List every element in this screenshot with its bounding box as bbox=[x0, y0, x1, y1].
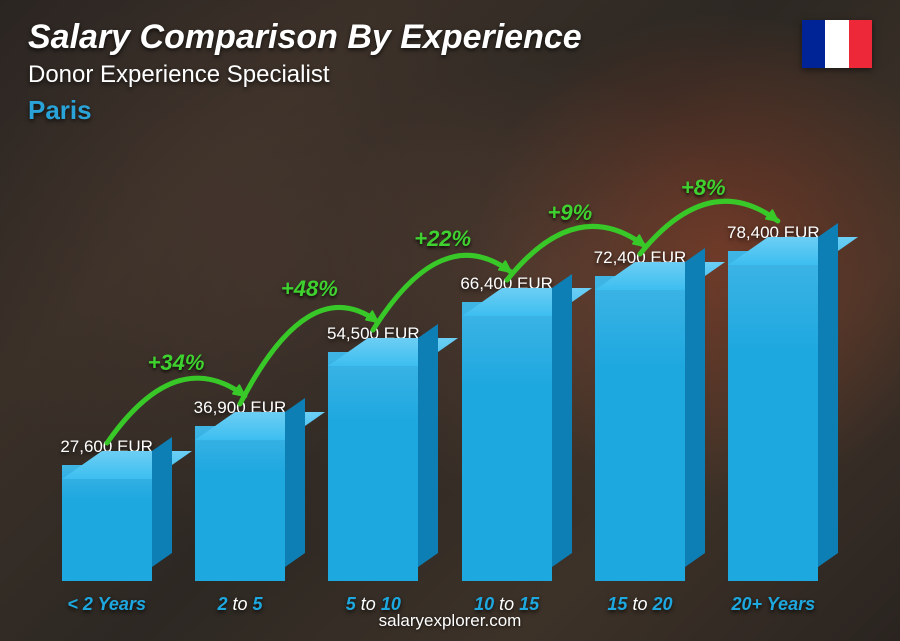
bar bbox=[462, 302, 552, 581]
flag-stripe-white bbox=[825, 20, 848, 68]
bar-group: 27,600 EUR< 2 Years bbox=[47, 437, 167, 581]
flag-stripe-blue bbox=[802, 20, 825, 68]
bar-front-face bbox=[462, 302, 552, 581]
title-block: Salary Comparison By Experience Donor Ex… bbox=[28, 18, 582, 126]
bar-side-face bbox=[552, 274, 572, 567]
chart-location: Paris bbox=[28, 95, 582, 126]
bar-side-face bbox=[818, 223, 838, 567]
bar-side-face bbox=[152, 437, 172, 567]
flag-france-icon bbox=[802, 20, 872, 68]
bar-front-face bbox=[195, 426, 285, 581]
bar-front-face bbox=[62, 465, 152, 581]
bar-front-face bbox=[728, 251, 818, 581]
bar bbox=[62, 465, 152, 581]
bar-side-face bbox=[685, 248, 705, 567]
bar bbox=[328, 352, 418, 581]
bar-group: 78,400 EUR20+ Years bbox=[713, 223, 833, 581]
bar-group: 54,500 EUR5 to 10 bbox=[313, 324, 433, 581]
chart-area: 27,600 EUR< 2 Years36,900 EUR2 to 554,50… bbox=[40, 161, 840, 581]
bar-group: 72,400 EUR15 to 20 bbox=[580, 248, 700, 581]
growth-pct-label: +34% bbox=[148, 350, 205, 376]
chart-title: Salary Comparison By Experience bbox=[28, 18, 582, 57]
bar-group: 36,900 EUR2 to 5 bbox=[180, 398, 300, 581]
bar-front-face bbox=[595, 276, 685, 581]
bar bbox=[595, 276, 685, 581]
growth-pct-label: +9% bbox=[548, 200, 593, 226]
bar-front-face bbox=[328, 352, 418, 581]
chart-canvas: Salary Comparison By Experience Donor Ex… bbox=[0, 0, 900, 641]
growth-pct-label: +48% bbox=[281, 276, 338, 302]
bar bbox=[728, 251, 818, 581]
growth-pct-label: +22% bbox=[414, 226, 471, 252]
bar-side-face bbox=[285, 398, 305, 567]
flag-stripe-red bbox=[849, 20, 872, 68]
growth-pct-label: +8% bbox=[681, 175, 726, 201]
bar-side-face bbox=[418, 324, 438, 567]
bar-group: 66,400 EUR10 to 15 bbox=[447, 274, 567, 581]
chart-subtitle: Donor Experience Specialist bbox=[28, 61, 582, 89]
bar bbox=[195, 426, 285, 581]
footer-attribution: salaryexplorer.com bbox=[0, 611, 900, 631]
